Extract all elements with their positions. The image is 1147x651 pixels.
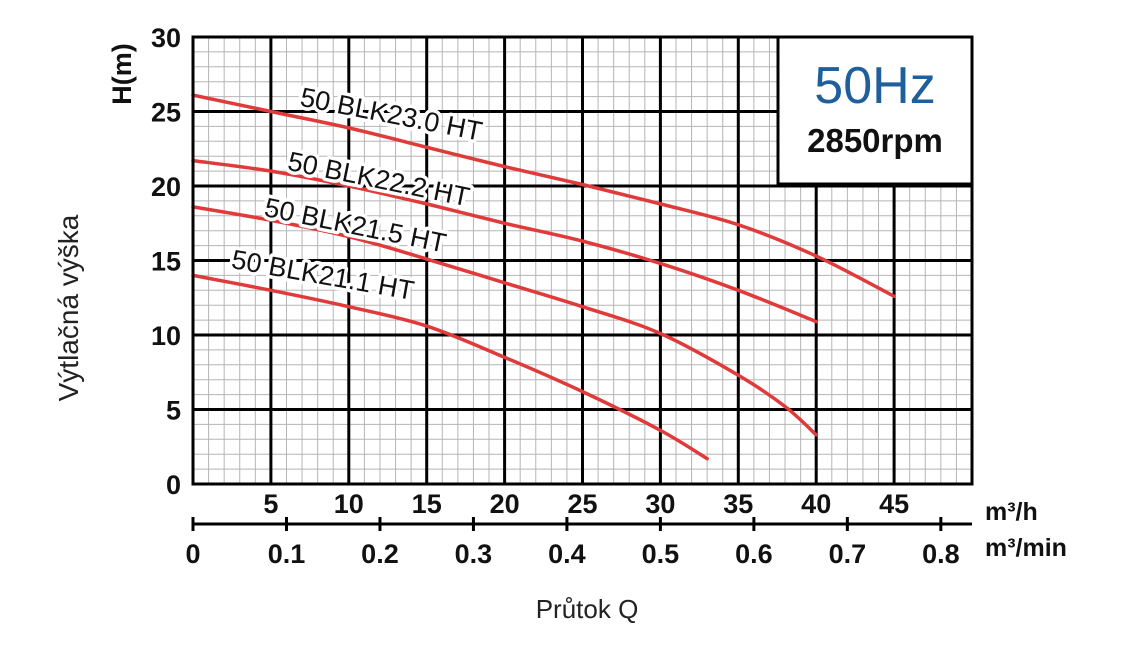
x2-unit-label: m³/min (985, 534, 1067, 562)
y-unit-label: H(m) (107, 43, 137, 105)
x2-tick-label: 0.4 (548, 539, 586, 569)
info-box (776, 35, 974, 186)
x-unit-label: m³/h (985, 498, 1038, 526)
x2-tick-label: 0.8 (922, 539, 960, 569)
x-axis-title: Průtok Q (536, 594, 639, 624)
plot-frame (191, 35, 974, 486)
x-tick-label: 35 (723, 489, 753, 519)
y-tick-label: 15 (151, 247, 181, 277)
x2-tick-label: 0 (185, 539, 200, 569)
curve-label: 50 BLK21.1 HT (229, 244, 416, 306)
frequency-label: 50Hz (814, 57, 935, 115)
performance-curve (191, 273, 709, 461)
y-tick-label: 10 (151, 321, 181, 351)
speed-label: 2850rpm (807, 122, 943, 159)
x-tick-label: 20 (490, 489, 520, 519)
x2-tick-label: 0.5 (642, 539, 680, 569)
flow-axis-tickmarks (191, 517, 943, 531)
curves (191, 93, 896, 461)
y-tick-label: 25 (151, 98, 181, 128)
x2-tick-label: 0.2 (361, 539, 399, 569)
x-tick-label: 15 (412, 489, 442, 519)
x-tick-label: 5 (263, 489, 278, 519)
x-tick-label: 25 (567, 489, 597, 519)
x-tick-labels: 5 10 15 20 25 30 35 40 45 (263, 489, 909, 519)
x-tick-label: 30 (645, 489, 675, 519)
x2-tick-labels: 0 0.1 0.2 0.3 0.4 0.5 0.6 0.7 0.8 (185, 539, 959, 569)
y-tick-label: 0 (166, 470, 181, 500)
y-tick-labels: 0 5 10 15 20 25 30 (151, 23, 181, 500)
y-tick-label: 30 (151, 23, 181, 53)
x-tick-label: 10 (334, 489, 364, 519)
x2-tick-label: 0.1 (268, 539, 306, 569)
x-tick-label: 40 (801, 489, 831, 519)
performance-curve (191, 158, 818, 324)
x-tick-label: 45 (879, 489, 909, 519)
y-axis-title: Výtlačná výška (53, 214, 84, 401)
performance-curve (191, 205, 818, 437)
x2-tick-label: 0.6 (735, 539, 773, 569)
x2-tick-label: 0.3 (455, 539, 493, 569)
y-tick-label: 5 (166, 396, 181, 426)
performance-curve (191, 93, 896, 299)
x2-tick-label: 0.7 (829, 539, 867, 569)
y-tick-label: 20 (151, 172, 181, 202)
